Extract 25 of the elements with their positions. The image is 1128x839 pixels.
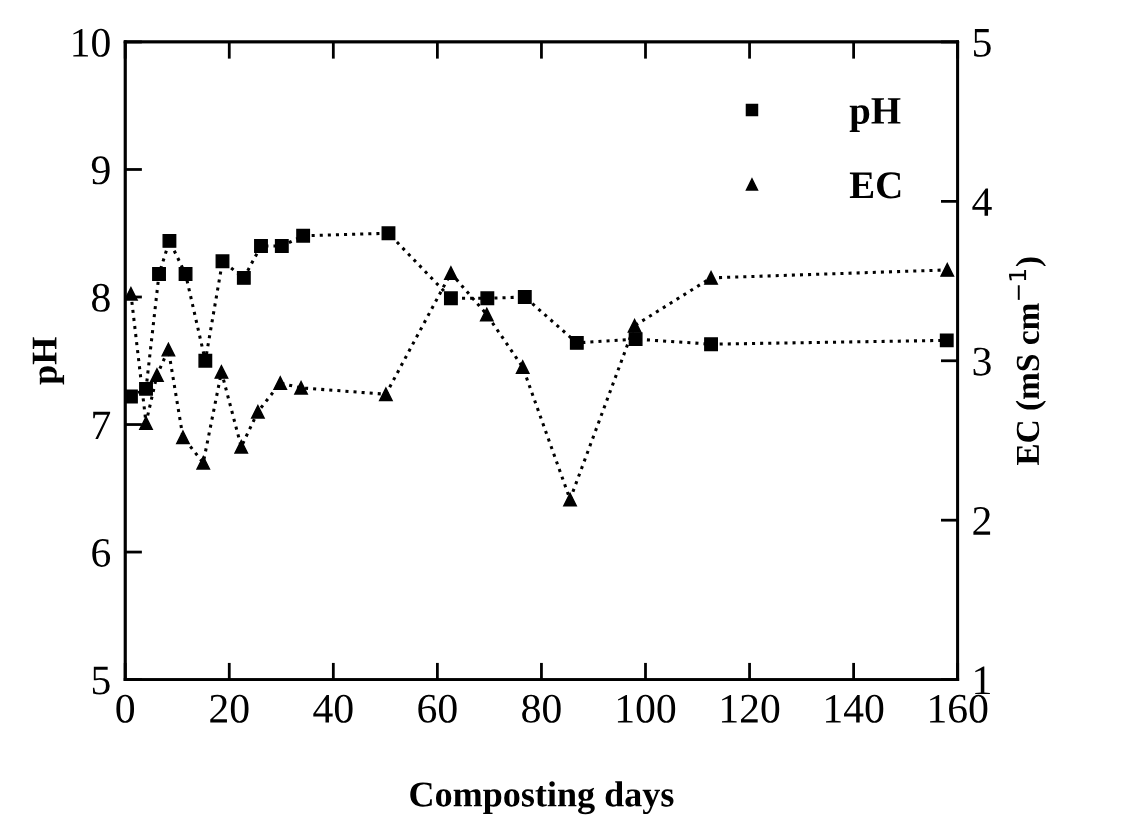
- legend-label: pH: [849, 98, 901, 132]
- y2-tick-label: 3: [973, 347, 991, 376]
- x-axis-title: Composting days: [410, 781, 674, 815]
- x-tick-label: 40: [313, 694, 353, 723]
- x-tick-label: 60: [418, 694, 457, 723]
- y-tick-label: 7: [93, 411, 111, 439]
- y2-tick-label: 1: [975, 666, 990, 695]
- y-tick-label: 5: [92, 666, 110, 695]
- x-tick-label: 100: [617, 694, 676, 723]
- x-tick-label: 160: [930, 694, 988, 723]
- x-tick-label: 20: [210, 694, 249, 723]
- x-tick-label: 80: [522, 694, 561, 723]
- y-tick-label: 6: [92, 538, 111, 567]
- x-tick-label: 120: [721, 694, 780, 723]
- y2-tick-label: 2: [973, 507, 991, 535]
- legend-label: EC: [849, 172, 901, 199]
- y2-axis-title: EC (mS cm$^{−1}$): [1009, 257, 1046, 466]
- y2-tick-label: 5: [973, 29, 991, 57]
- x-tick-label: 140: [826, 694, 884, 723]
- y2-tick-label: 4: [972, 188, 992, 216]
- y-tick-label: 9: [91, 156, 110, 185]
- y-tick-label: 8: [92, 283, 110, 312]
- y-tick-label: 10: [73, 28, 110, 57]
- y-axis-title: pH: [32, 337, 65, 385]
- x-tick-label: 0: [116, 694, 135, 723]
